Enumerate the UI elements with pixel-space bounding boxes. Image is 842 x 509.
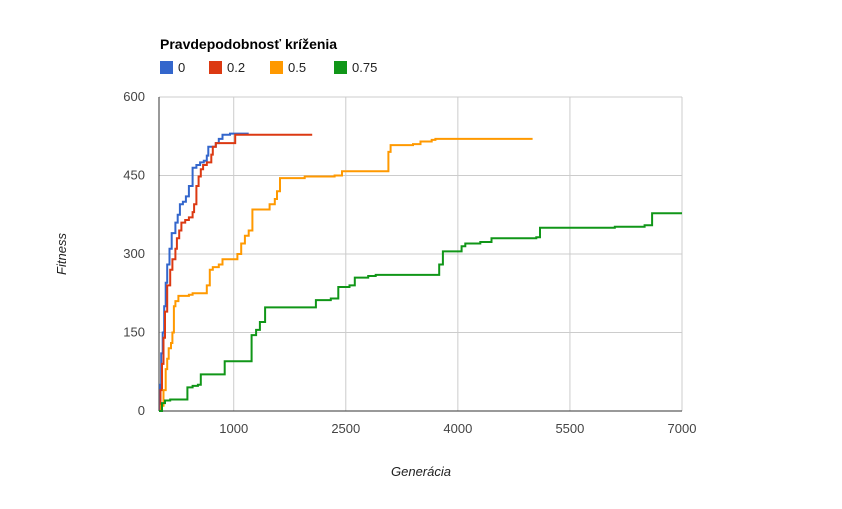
series-line-0.2 xyxy=(159,133,313,412)
x-tick-label-3: 5500 xyxy=(555,421,584,436)
y-tick-label-1: 150 xyxy=(123,325,145,340)
x-tick-label-0: 1000 xyxy=(219,421,248,436)
axes xyxy=(158,97,682,412)
legend: 0 0.2 0.5 0.75 xyxy=(160,60,377,75)
grid xyxy=(159,96,683,411)
legend-label-0.75: 0.75 xyxy=(352,60,377,75)
y-tick-label-4: 600 xyxy=(123,89,145,104)
chart-title: Pravdepodobnosť kríženia xyxy=(160,36,337,52)
x-tick-label-1: 2500 xyxy=(331,421,360,436)
tick-labels: 0 150 300 450 600 1000 2500 4000 5500 7000 xyxy=(123,89,696,436)
legend-swatch-0.5 xyxy=(270,61,283,74)
y-tick-label-2: 300 xyxy=(123,246,145,261)
y-tick-label-0: 0 xyxy=(138,403,145,418)
legend-label-0.5: 0.5 xyxy=(288,60,306,75)
legend-label-0.2: 0.2 xyxy=(227,60,245,75)
x-axis-title: Generácia xyxy=(391,464,451,479)
y-tick-label-3: 450 xyxy=(123,168,145,183)
x-tick-label-2: 4000 xyxy=(443,421,472,436)
y-axis-title: Fitness xyxy=(54,233,69,275)
legend-swatch-0 xyxy=(160,61,173,74)
legend-swatch-0.2 xyxy=(209,61,222,74)
series-group xyxy=(159,132,682,412)
legend-swatch-0.75 xyxy=(334,61,347,74)
legend-label-0: 0 xyxy=(178,60,185,75)
x-tick-label-4: 7000 xyxy=(668,421,697,436)
series-line-0.5 xyxy=(159,137,533,412)
series-line-0.75 xyxy=(159,212,682,412)
